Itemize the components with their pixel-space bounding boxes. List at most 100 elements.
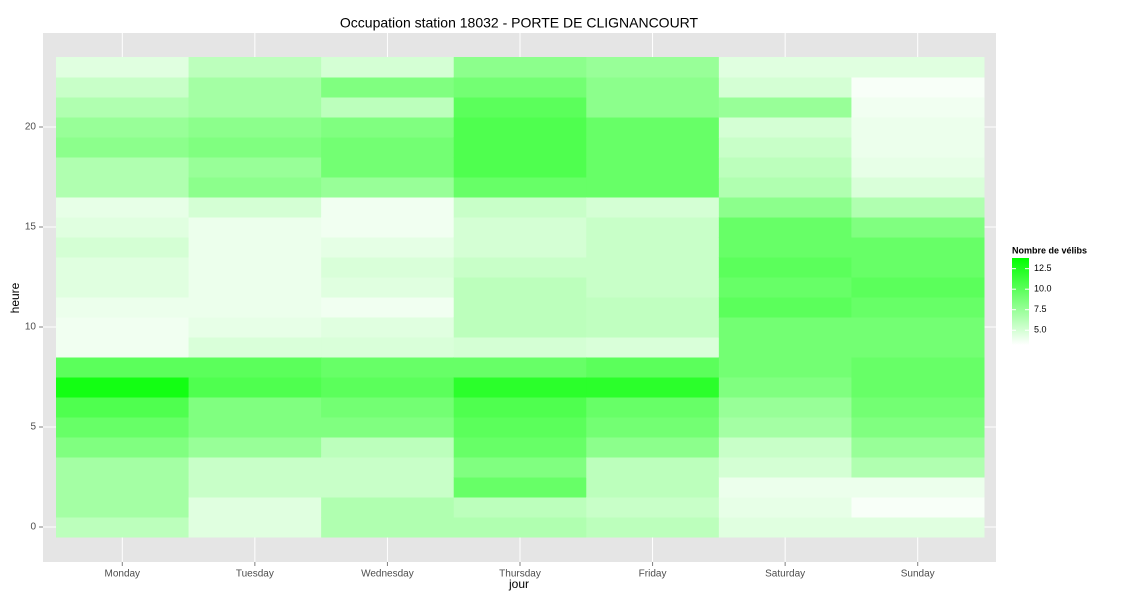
- tile: [851, 417, 985, 438]
- tile: [718, 217, 852, 238]
- tile: [56, 517, 190, 538]
- tile: [586, 337, 720, 358]
- tile: [56, 77, 190, 98]
- tile: [453, 257, 587, 278]
- y-tick-label: 0: [30, 522, 36, 533]
- legend-tick-label: 12.5: [1034, 263, 1052, 273]
- tile: [586, 477, 720, 498]
- tile: [586, 517, 720, 538]
- tile: [718, 117, 852, 138]
- tile: [56, 317, 190, 338]
- y-tick-label: 20: [25, 122, 37, 133]
- tile: [188, 457, 322, 478]
- tile: [188, 197, 322, 218]
- legend-tick-label: 7.5: [1034, 304, 1047, 314]
- tile: [321, 97, 455, 118]
- tile: [453, 197, 587, 218]
- tile: [188, 257, 322, 278]
- x-tick-label: Friday: [639, 569, 667, 580]
- tile: [56, 237, 190, 258]
- tile: [321, 237, 455, 258]
- tile: [56, 437, 190, 458]
- tile: [851, 117, 985, 138]
- tile: [188, 277, 322, 298]
- tile: [586, 377, 720, 398]
- legend-tick-label: 5.0: [1034, 325, 1047, 335]
- tile: [453, 97, 587, 118]
- tile: [188, 57, 322, 78]
- chart-title: Occupation station 18032 - PORTE DE CLIG…: [340, 15, 699, 31]
- tile: [453, 477, 587, 498]
- tile: [56, 197, 190, 218]
- tile: [851, 277, 985, 298]
- tile: [321, 277, 455, 298]
- tile: [851, 297, 985, 318]
- tile: [321, 297, 455, 318]
- tile: [321, 197, 455, 218]
- tile: [718, 417, 852, 438]
- tile: [718, 257, 852, 278]
- tile: [56, 337, 190, 358]
- tile: [188, 397, 322, 418]
- tile: [56, 177, 190, 198]
- tile: [56, 497, 190, 518]
- tile: [453, 417, 587, 438]
- tile: [321, 337, 455, 358]
- tile: [586, 157, 720, 178]
- tile: [586, 437, 720, 458]
- tile: [56, 277, 190, 298]
- tile: [586, 257, 720, 278]
- x-tick-label: Monday: [104, 569, 140, 580]
- tile: [321, 517, 455, 538]
- tile: [453, 357, 587, 378]
- tile: [453, 317, 587, 338]
- tile: [851, 157, 985, 178]
- tile: [453, 77, 587, 98]
- y-tick-label: 5: [30, 422, 36, 433]
- tile: [453, 277, 587, 298]
- y-tick-label: 15: [25, 222, 37, 233]
- tile: [718, 437, 852, 458]
- tile: [851, 477, 985, 498]
- tile: [188, 437, 322, 458]
- tile: [453, 397, 587, 418]
- legend-tick-label: 10.0: [1034, 284, 1052, 294]
- tile: [56, 477, 190, 498]
- tile: [851, 377, 985, 398]
- tile: [586, 217, 720, 238]
- tile: [851, 517, 985, 538]
- tile: [188, 97, 322, 118]
- x-axis-label: jour: [508, 577, 529, 591]
- tile: [851, 177, 985, 198]
- tile: [56, 297, 190, 318]
- tile: [56, 357, 190, 378]
- tile: [718, 97, 852, 118]
- tile: [56, 97, 190, 118]
- tile: [321, 157, 455, 178]
- tile: [453, 437, 587, 458]
- tile: [321, 257, 455, 278]
- x-tick-label: Saturday: [765, 569, 805, 580]
- tile: [56, 417, 190, 438]
- tile: [718, 277, 852, 298]
- tile: [188, 317, 322, 338]
- tile: [453, 157, 587, 178]
- tile: [851, 357, 985, 378]
- tile: [453, 457, 587, 478]
- y-tick-label: 10: [25, 322, 37, 333]
- tile: [718, 317, 852, 338]
- tile: [586, 117, 720, 138]
- tile: [188, 517, 322, 538]
- tile: [586, 417, 720, 438]
- tile: [321, 357, 455, 378]
- tile: [453, 337, 587, 358]
- tile: [586, 237, 720, 258]
- tile: [851, 317, 985, 338]
- tile: [321, 417, 455, 438]
- tile: [321, 137, 455, 158]
- tile: [188, 497, 322, 518]
- tile: [586, 277, 720, 298]
- tile: [188, 157, 322, 178]
- tile: [321, 457, 455, 478]
